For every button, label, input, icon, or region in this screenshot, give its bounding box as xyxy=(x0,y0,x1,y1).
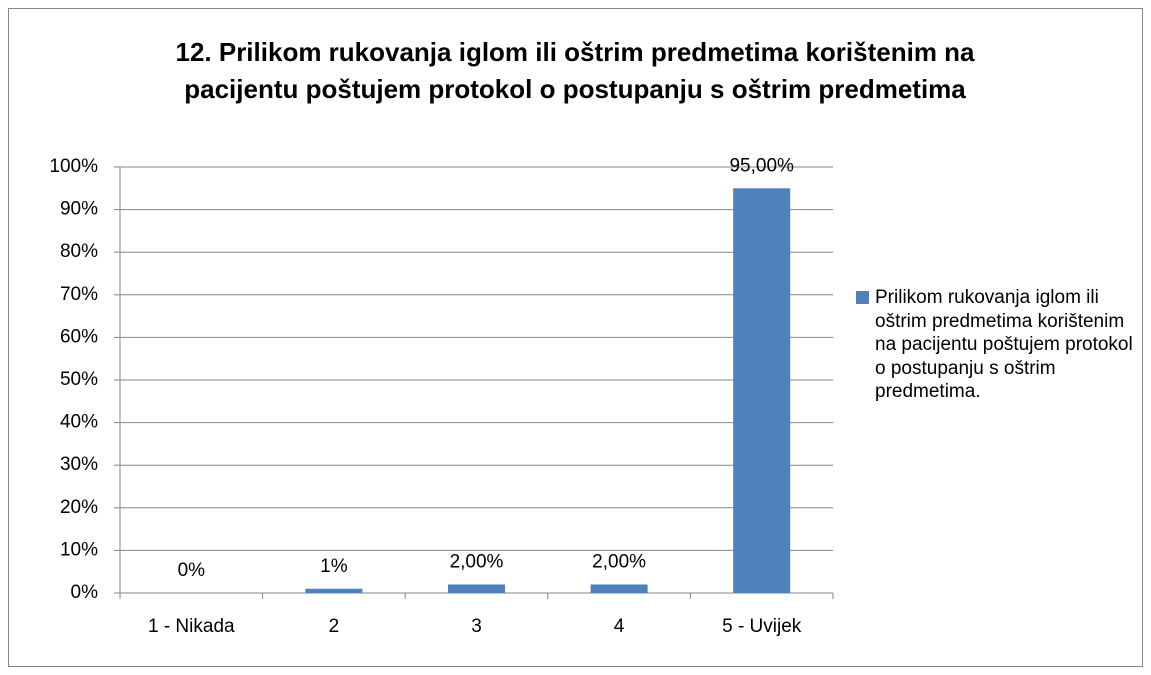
x-tick-label: 1 - Nikada xyxy=(148,616,235,637)
data-label: 2,00% xyxy=(450,551,504,572)
legend-swatch xyxy=(856,291,869,304)
y-tick-label: 10% xyxy=(60,539,98,560)
x-tick-label: 5 - Uvijek xyxy=(722,616,802,637)
data-label: 1% xyxy=(320,556,348,577)
bar xyxy=(305,588,363,593)
y-tick-label: 50% xyxy=(60,369,98,390)
y-tick-label: 60% xyxy=(60,326,98,347)
y-tick-label: 30% xyxy=(60,454,98,475)
y-tick-label: 80% xyxy=(60,241,98,262)
legend-label: Prilikom rukovanja iglom ili oštrim pred… xyxy=(875,287,1133,402)
y-tick-label: 40% xyxy=(60,412,98,433)
x-tick-label: 3 xyxy=(471,616,482,637)
x-tick-label: 4 xyxy=(614,616,625,637)
bar xyxy=(590,584,648,593)
data-label: 95,00% xyxy=(729,155,794,176)
bar xyxy=(733,188,791,594)
chart-title: 12. Prilikom rukovanja iglom ili oštrim … xyxy=(175,37,975,104)
data-label: 0% xyxy=(178,560,206,581)
y-tick-label: 100% xyxy=(49,156,98,177)
y-tick-label: 90% xyxy=(60,199,98,220)
y-tick-label: 0% xyxy=(71,582,99,603)
bar xyxy=(448,584,505,593)
data-label: 2,00% xyxy=(592,551,646,572)
x-tick-label: 2 xyxy=(329,616,340,637)
y-tick-label: 20% xyxy=(60,497,98,518)
y-tick-label: 70% xyxy=(60,284,98,305)
